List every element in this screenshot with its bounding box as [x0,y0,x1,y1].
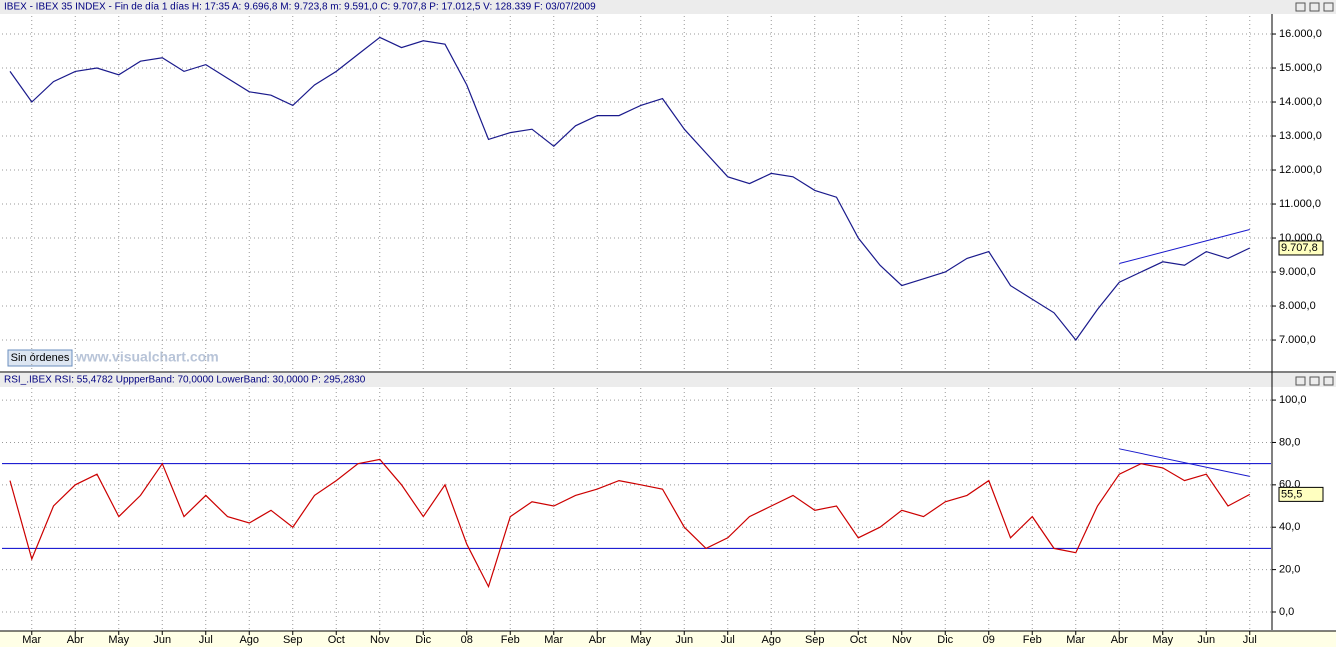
title-bar [0,0,1336,14]
minimize[interactable] [1295,376,1306,386]
x-tick-label: Mar [544,634,563,646]
x-tick-label: May [1152,634,1173,646]
x-tick-label: Nov [892,634,912,646]
y-tick-label: 7.000,0 [1279,334,1316,346]
x-tick-label: Abr [67,634,84,646]
x-tick-label: Abr [1111,634,1128,646]
x-tick-label: Jun [153,634,171,646]
price-line [9,36,1251,341]
y-tick-label: 15.000,0 [1279,62,1322,74]
x-tick-label: May [630,634,651,646]
y-tick-label: 13.000,0 [1279,130,1322,142]
close[interactable] [1323,2,1334,12]
x-tick-label: Oct [850,634,867,646]
x-axis-strip [0,631,1336,647]
x-tick-label: Oct [328,634,345,646]
x-tick-label: Sep [805,634,825,646]
x-tick-label: Mar [22,634,41,646]
x-tick-label: Jun [1197,634,1215,646]
x-tick-label: Dic [415,634,431,646]
header: IBEX - IBEX 35 INDEX - Fin de día 1 días… [4,2,596,13]
y-tick-label: 80,0 [1279,436,1300,448]
window-buttons[interactable] [1295,2,1334,386]
y-tick-label: 11.000,0 [1279,198,1321,210]
orders-button[interactable] [7,349,73,367]
y-tick-label: 9.000,0 [1279,266,1316,278]
last-value-box [1278,240,1324,256]
x-tick-label: Ago [761,634,781,646]
x-tick-label: Abr [589,634,606,646]
x-tick-label: Jul [199,634,213,646]
y-tick-label: 16.000,0 [1279,28,1322,40]
y-tick-label: 12.000,0 [1279,164,1322,176]
x-tick-label: Sep [283,634,303,646]
trend-line [1119,448,1250,477]
watermark: www.visualchart.com [75,349,219,365]
x-tick-label: Feb [501,634,520,646]
x-tick-label: Jul [1243,634,1257,646]
x-tick-label: Nov [370,634,390,646]
x-tick-label: Ago [239,634,259,646]
x-tick-label: 09 [983,634,995,646]
price-line [9,458,1251,589]
x-tick-label: 08 [461,634,473,646]
y-tick-label: 0,0 [1279,606,1294,618]
y-tick-label: 40,0 [1279,521,1300,533]
x-tick-label: Mar [1066,634,1085,646]
x-tick-label: May [108,634,129,646]
orders-button-label[interactable]: Sin órdenes [11,352,70,364]
minimize[interactable] [1295,2,1306,12]
x-tick-label: Dic [937,634,953,646]
last-value-box [1278,486,1324,502]
maximize[interactable] [1309,376,1320,386]
x-tick-label: Jun [675,634,693,646]
y-tick-label: 14.000,0 [1279,96,1322,108]
last-value-label: 9.707,8 [1281,242,1318,254]
trend-line [1119,229,1250,265]
y-tick-label: 20,0 [1279,564,1300,576]
maximize[interactable] [1309,2,1320,12]
last-value-label: 55,5 [1281,488,1302,500]
x-tick-label: Jul [721,634,735,646]
title-bar [0,373,1336,387]
y-tick-label: 100,0 [1279,394,1307,406]
y-tick-label: 8.000,0 [1279,300,1316,312]
x-tick-label: Feb [1023,634,1042,646]
rsi-header: RSI_.IBEX RSI: 55,4782 UppperBand: 70,00… [4,375,366,386]
close[interactable] [1323,376,1334,386]
